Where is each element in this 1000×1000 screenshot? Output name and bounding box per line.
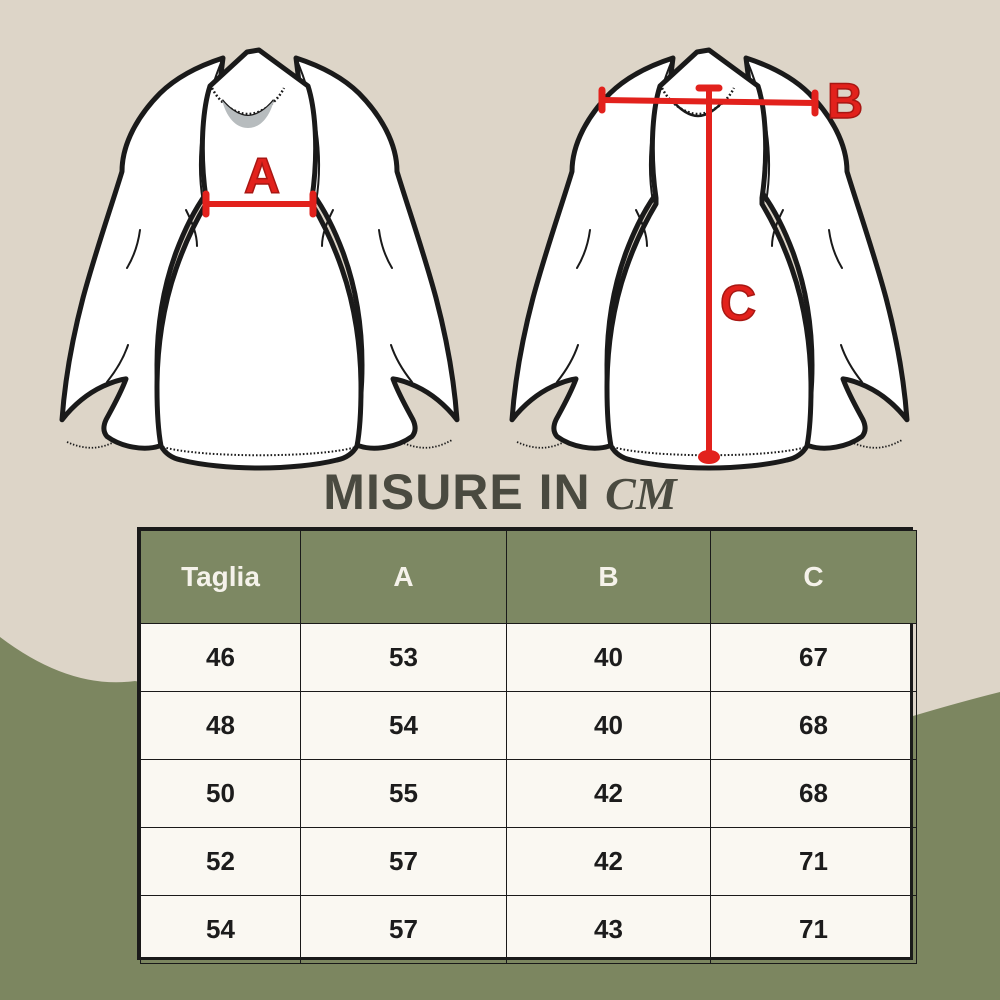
svg-text:B: B	[827, 73, 863, 129]
svg-text:C: C	[720, 275, 756, 331]
